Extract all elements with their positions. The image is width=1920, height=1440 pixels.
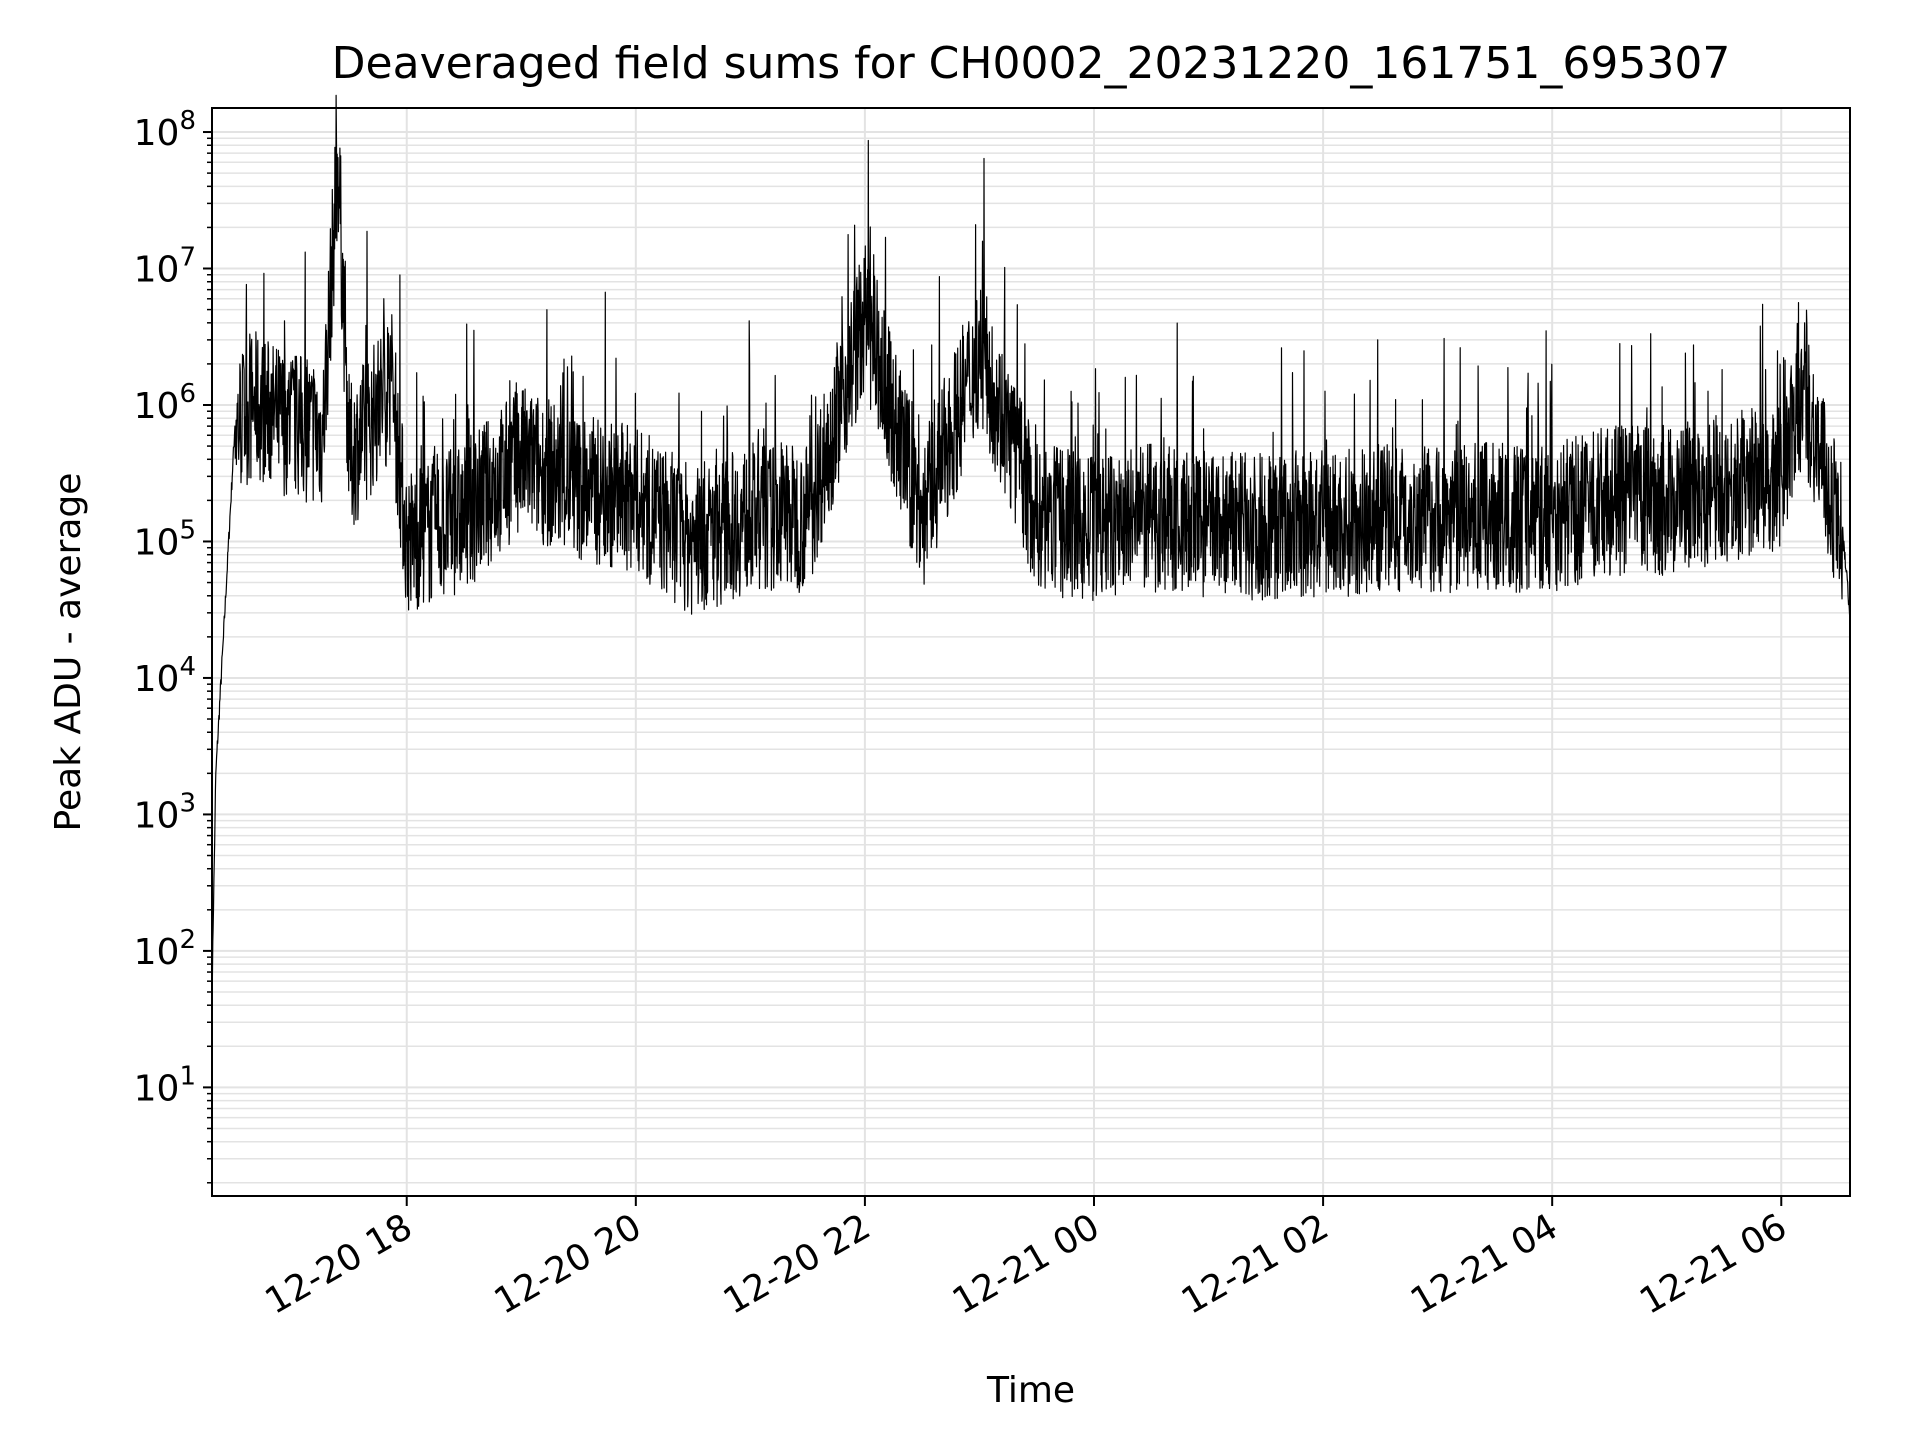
series-line [211, 94, 1851, 993]
y-tick-label: 104 [134, 652, 196, 700]
series-layer [211, 94, 1851, 993]
y-axis: 101 102 103 104 105 106 107 108 [134, 106, 212, 1184]
plot-frame [211, 107, 1851, 1197]
y-tick-label: 107 [134, 243, 196, 291]
x-axis-label: Time [986, 1370, 1075, 1411]
y-axis-label: Peak ADU - average [48, 473, 89, 832]
y-tick-label: 102 [134, 925, 196, 973]
y-tick-label: 106 [134, 379, 196, 427]
y-tick-label: 103 [134, 788, 196, 836]
chart-title: Deaveraged field sums for CH0002_2023122… [332, 38, 1731, 89]
y-tick-label: 101 [134, 1061, 196, 1109]
y-tick-label: 105 [134, 515, 196, 563]
y-tick-label: 108 [134, 106, 196, 154]
